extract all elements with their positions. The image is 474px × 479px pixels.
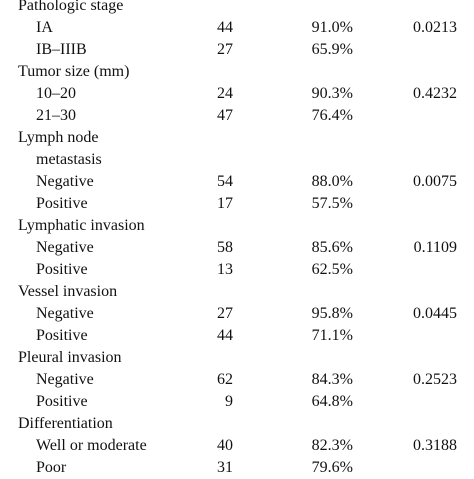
table-row: Well or moderate 40 82.3% 0.3188 [0, 435, 474, 457]
cell-n: 54 [217, 173, 233, 190]
cell-percent: 64.8% [311, 393, 353, 410]
row-label: Pleural invasion [18, 349, 122, 366]
table-row: IB–IIIB 27 65.9% [0, 39, 474, 61]
table-row: Negative 54 88.0% 0.0075 [0, 171, 474, 193]
table-row: Negative 58 85.6% 0.1109 [0, 237, 474, 259]
cell-percent: 65.9% [311, 41, 353, 58]
row-label: Differentiation [18, 415, 113, 432]
table-row: Positive 44 71.1% [0, 325, 474, 347]
table-row: Positive 17 57.5% [0, 193, 474, 215]
cell-p-value: 0.1109 [413, 239, 457, 256]
cell-n: 13 [217, 261, 233, 278]
table-row: 10–20 24 90.3% 0.4232 [0, 83, 474, 105]
table-row: Lymph node [0, 127, 474, 149]
cell-n: 24 [217, 85, 233, 102]
cell-percent: 90.3% [311, 85, 353, 102]
cell-p-value: 0.0445 [413, 305, 457, 322]
table-row: Negative 27 95.8% 0.0445 [0, 303, 474, 325]
cell-n: 40 [217, 437, 233, 454]
row-label: Well or moderate [36, 437, 147, 454]
cell-p-value: 0.2523 [413, 371, 457, 388]
row-label: metastasis [36, 151, 102, 168]
row-label: Tumor size (mm) [18, 63, 130, 80]
cell-percent: 71.1% [311, 327, 353, 344]
table-row: Tumor size (mm) [0, 61, 474, 83]
row-label: Negative [36, 173, 94, 190]
cell-percent: 88.0% [311, 173, 353, 190]
cell-n: 47 [217, 107, 233, 124]
row-label: IB–IIIB [36, 41, 87, 58]
row-label: Negative [36, 371, 94, 388]
cell-percent: 85.6% [311, 239, 353, 256]
cell-n: 9 [225, 393, 233, 410]
row-label: Pathologic stage [18, 0, 124, 14]
table-row: Vessel invasion [0, 281, 474, 303]
row-label: Poor [36, 459, 67, 476]
table-row: IA 44 91.0% 0.0213 [0, 17, 474, 39]
cell-p-value: 0.3188 [413, 437, 457, 454]
row-label: Negative [36, 239, 94, 256]
table-row: Pathologic stage [0, 0, 474, 17]
cell-n: 31 [217, 459, 233, 476]
cell-n: 17 [217, 195, 233, 212]
row-label: Positive [36, 261, 88, 278]
cell-percent: 84.3% [311, 371, 353, 388]
row-label: 10–20 [36, 85, 76, 102]
row-label: Lymphatic invasion [18, 217, 145, 234]
cell-n: 27 [217, 41, 233, 58]
table-row: Pleural invasion [0, 347, 474, 369]
table-row: Poor 31 79.6% [0, 457, 474, 479]
cell-percent: 57.5% [311, 195, 353, 212]
table-row: Differentiation [0, 413, 474, 435]
row-label: IA [36, 19, 53, 36]
cell-n: 27 [217, 305, 233, 322]
cell-n: 44 [217, 327, 233, 344]
row-label: Lymph node [18, 129, 99, 146]
table-row: 21–30 47 76.4% [0, 105, 474, 127]
row-label: Vessel invasion [18, 283, 118, 300]
row-label: Positive [36, 195, 88, 212]
cell-n: 44 [217, 19, 233, 36]
cell-p-value: 0.0213 [413, 19, 457, 36]
cell-percent: 95.8% [311, 305, 353, 322]
table-row: Lymphatic invasion [0, 215, 474, 237]
cell-n: 62 [217, 371, 233, 388]
table-row: Positive 13 62.5% [0, 259, 474, 281]
cell-percent: 91.0% [311, 19, 353, 36]
cell-n: 58 [217, 239, 233, 256]
cell-p-value: 0.4232 [413, 85, 457, 102]
table-row: metastasis [0, 149, 474, 171]
table-row: Positive 9 64.8% [0, 391, 474, 413]
table-row: Negative 62 84.3% 0.2523 [0, 369, 474, 391]
row-label: Positive [36, 327, 88, 344]
cell-percent: 82.3% [311, 437, 353, 454]
cell-percent: 79.6% [311, 459, 353, 476]
cell-percent: 62.5% [311, 261, 353, 278]
row-label: Positive [36, 393, 88, 410]
row-label: Negative [36, 305, 94, 322]
cell-percent: 76.4% [311, 107, 353, 124]
row-label: 21–30 [36, 107, 76, 124]
cell-p-value: 0.0075 [413, 173, 457, 190]
